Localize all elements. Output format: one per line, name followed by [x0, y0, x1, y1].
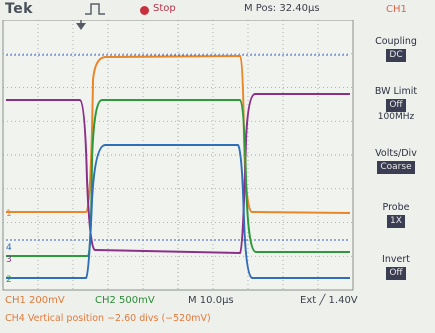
message-bar: CH4 Vertical position −2.60 divs (−520mV… — [0, 312, 435, 330]
trigger-readout: Ext ╱ 1.40V — [300, 295, 358, 306]
coupling-value: DC — [386, 49, 406, 62]
coupling-menu[interactable]: Coupling DC — [357, 36, 435, 62]
ch1-marker[interactable]: 1 — [6, 209, 12, 219]
ch2-scale-readout: CH2 500mV — [95, 295, 155, 306]
invert-value: Off — [386, 267, 406, 280]
probe-label: Probe — [382, 202, 410, 213]
ch3-marker[interactable]: 3 — [6, 255, 12, 265]
side-menu: Coupling DC BW Limit Off 100MHz Volts/Di… — [357, 20, 435, 288]
bw-limit-label: BW Limit — [374, 86, 418, 97]
volts-div-label: Volts/Div — [375, 148, 417, 159]
selected-channel-label[interactable]: CH1 — [386, 4, 407, 15]
ch1-scale-readout: CH1 200mV — [5, 295, 65, 306]
ch3-waveform — [6, 93, 350, 255]
invert-label: Invert — [382, 254, 410, 265]
graticule-grid — [3, 20, 353, 290]
bottom-readout-bar: CH1 200mV CH2 500mV M 10.0µs Ext ╱ 1.40V — [0, 294, 435, 310]
timebase-readout: M 10.0µs — [188, 295, 234, 306]
waveform-display: 1 4 3 2 — [2, 20, 354, 291]
brand-logo: Tek — [5, 1, 33, 17]
ch4-marker[interactable]: 4 — [6, 243, 12, 253]
bw-limit-sub: 100MHz — [377, 112, 415, 122]
top-status-bar: Tek Stop M Pos: 32.40µs CH1 — [0, 0, 435, 20]
volts-div-value: Coarse — [377, 161, 415, 174]
run-state-label[interactable]: Stop — [153, 3, 176, 14]
trigger-position-icon — [76, 23, 86, 30]
invert-menu[interactable]: Invert Off — [357, 254, 435, 280]
bw-limit-value: Off — [386, 99, 406, 112]
volts-div-menu[interactable]: Volts/Div Coarse — [357, 148, 435, 174]
ch4-waveform — [6, 144, 350, 279]
ch2-marker[interactable]: 2 — [6, 275, 12, 285]
horizontal-position-readout: M Pos: 32.40µs — [244, 3, 320, 14]
vertical-position-message: CH4 Vertical position −2.60 divs (−520mV… — [5, 313, 211, 324]
probe-value: 1X — [387, 215, 405, 228]
bw-limit-menu[interactable]: BW Limit Off 100MHz — [357, 86, 435, 123]
probe-menu[interactable]: Probe 1X — [357, 202, 435, 228]
trigger-mode-icon — [85, 3, 105, 15]
run-state-dot-icon — [140, 6, 149, 15]
coupling-label: Coupling — [375, 36, 417, 47]
